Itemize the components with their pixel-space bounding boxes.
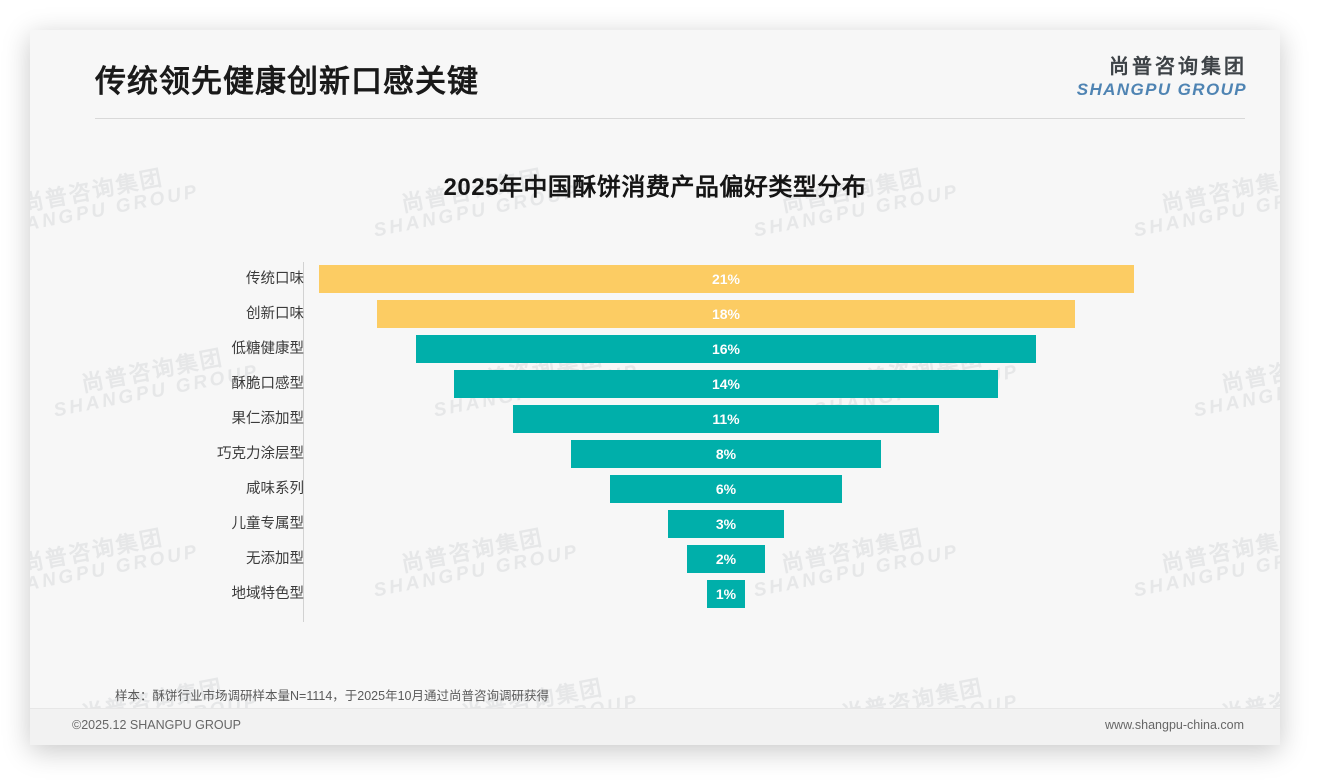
copyright-text: ©2025.12 SHANGPU GROUP (72, 718, 241, 732)
page-title: 传统领先健康创新口感关键 (95, 64, 479, 99)
bar[interactable]: 3% (667, 510, 785, 538)
bar[interactable]: 14% (454, 370, 998, 398)
category-label: 咸味系列 (246, 481, 304, 497)
bar[interactable]: 16% (415, 335, 1037, 363)
bar-value-label: 14% (711, 376, 740, 392)
logo-chinese-text: 尚普咨询集团 (1109, 56, 1247, 78)
slide-footer: ©2025.12 SHANGPU GROUP www.shangpu-china… (30, 708, 1280, 745)
category-label: 传统口味 (246, 271, 304, 287)
chart-row: 无添加型 2% (30, 542, 1280, 577)
bar-track: 2% (303, 542, 1280, 577)
header-divider (95, 118, 1245, 119)
chart-title: 2025年中国酥饼消费产品偏好类型分布 (443, 174, 867, 201)
funnel-bar-chart: 传统口味 21% 创新口味 18% 低糖健康型 16% 酥脆口感型 14% 果仁添加型 11% 巧克… (30, 262, 1280, 622)
bar-track: 14% (303, 367, 1280, 402)
category-label: 地域特色型 (231, 586, 305, 602)
category-axis-line (303, 262, 304, 622)
category-label: 儿童专属型 (231, 516, 305, 532)
logo-english-text: SHANGPU GROUP (1076, 79, 1247, 99)
bar-value-label: 21% (711, 271, 741, 287)
chart-row: 低糖健康型 16% (30, 332, 1280, 367)
category-label: 低糖健康型 (231, 341, 305, 357)
category-label: 果仁添加型 (231, 411, 305, 427)
bar[interactable]: 11% (512, 405, 940, 433)
bar-value-label: 2% (715, 551, 737, 567)
chart-row: 咸味系列 6% (30, 472, 1280, 507)
chart-row: 果仁添加型 11% (30, 402, 1280, 437)
slide-card: 尚普咨询集团 SHANGPU GROUP 尚普咨询集团 SHANGPU GROUP 尚普… (30, 30, 1280, 745)
category-label: 酥脆口感型 (231, 376, 305, 392)
bar[interactable]: 6% (609, 475, 843, 503)
bar-track: 8% (303, 437, 1280, 472)
chart-rows: 传统口味 21% 创新口味 18% 低糖健康型 16% 酥脆口感型 14% 果仁添加型 11% 巧克… (30, 262, 1280, 612)
bar-value-label: 16% (711, 341, 740, 357)
brand-logo: 尚普咨询集团 SHANGPU GROUP (1077, 56, 1247, 100)
bar-track: 11% (303, 402, 1280, 437)
chart-row: 传统口味 21% (30, 262, 1280, 297)
category-label: 创新口味 (246, 306, 304, 322)
bar-track: 18% (303, 297, 1280, 332)
bar-value-label: 3% (715, 516, 737, 532)
bar[interactable]: 8% (570, 440, 882, 468)
bar-track: 3% (303, 507, 1280, 542)
bar[interactable]: 2% (687, 545, 765, 573)
chart-row: 巧克力涂层型 8% (30, 437, 1280, 472)
category-label: 无添加型 (246, 551, 304, 567)
chart-row: 酥脆口感型 14% (30, 367, 1280, 402)
bar-value-label: 1% (715, 586, 737, 602)
website-link[interactable]: www.shangpu-china.com (1105, 718, 1244, 732)
bar-track: 1% (303, 577, 1280, 612)
bar-track: 16% (303, 332, 1280, 367)
chart-row: 儿童专属型 3% (30, 507, 1280, 542)
chart-row: 地域特色型 1% (30, 577, 1280, 612)
chart-row: 创新口味 18% (30, 297, 1280, 332)
bar[interactable]: 21% (318, 265, 1134, 293)
bar-value-label: 8% (715, 446, 737, 462)
sample-footnote: 样本：酥饼行业市场调研样本量N=1114，于2025年10月通过尚普咨询调研获得 (115, 689, 549, 703)
slide-header: 传统领先健康创新口感关键 尚普咨询集团 SHANGPU GROUP (30, 30, 1280, 120)
bar[interactable]: 18% (376, 300, 1076, 328)
bar-value-label: 6% (715, 481, 737, 497)
bar-value-label: 18% (711, 306, 740, 322)
category-label: 巧克力涂层型 (217, 446, 304, 462)
bar-value-label: 11% (712, 411, 740, 427)
bar-track: 6% (303, 472, 1280, 507)
bar-track: 21% (303, 262, 1280, 297)
bar[interactable]: 1% (706, 580, 746, 608)
